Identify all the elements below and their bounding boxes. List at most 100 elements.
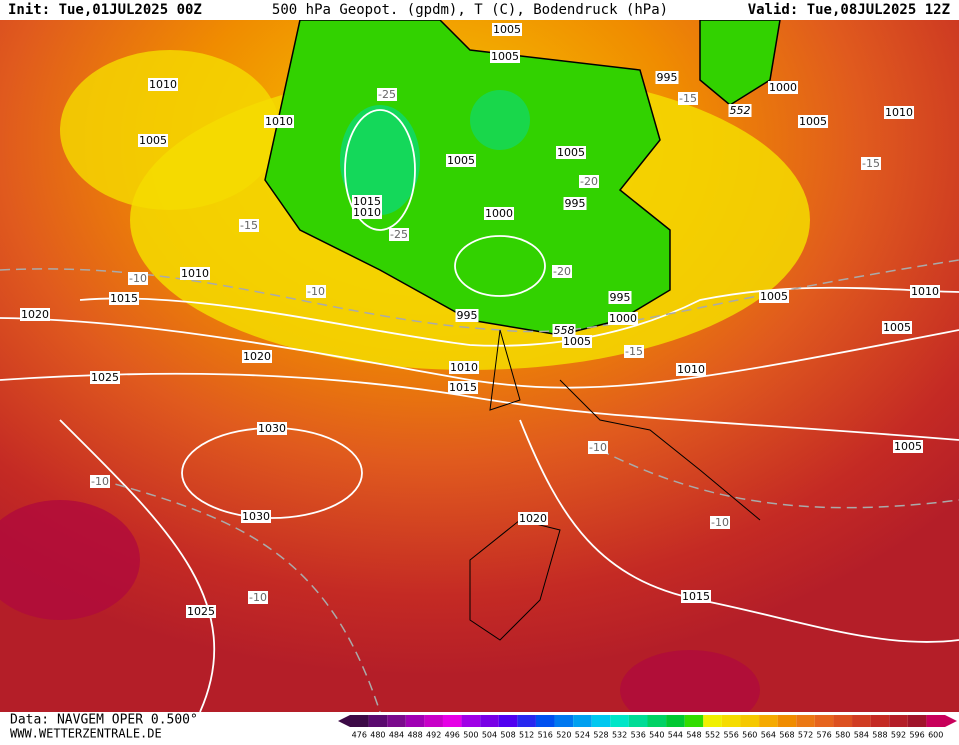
label-box — [257, 422, 287, 435]
label-text: 1020 — [21, 308, 49, 321]
legend-label: 600 — [928, 731, 943, 740]
color-legend: 476 480 484 488 492 496 500 504 508 512 516 520 524 5… — [338, 715, 957, 740]
legend-arrow-left — [338, 715, 350, 727]
label-box — [710, 516, 730, 529]
label-box — [492, 23, 522, 36]
label-text: 1015 — [353, 195, 381, 208]
legend-label: 596 — [909, 731, 924, 740]
legend-swatch — [591, 715, 611, 727]
label-box — [455, 309, 479, 322]
legend-swatch — [833, 715, 853, 727]
legend-swatch — [889, 715, 908, 727]
label-box — [264, 115, 294, 128]
label-box — [248, 591, 268, 604]
map-title: 500 hPa Geopot. (gpdm), T (C), Bodendruc… — [272, 2, 668, 18]
label-box — [20, 308, 50, 321]
label-text: 1010 — [181, 267, 209, 280]
label-text: 558 — [554, 324, 575, 337]
legend-arrow-right — [945, 715, 957, 727]
legend-label: 556 — [724, 731, 739, 740]
legend-swatch — [517, 715, 536, 727]
label-text: 1025 — [187, 605, 215, 618]
cold-core — [340, 105, 420, 215]
legend-label: 480 — [370, 731, 385, 740]
label-text: -10 — [91, 475, 109, 488]
label-text: 1030 — [242, 510, 270, 523]
label-box — [490, 50, 520, 63]
map-labels: 1010 1005 1010 1005 1005 995 1000 1005 1010 1005 1… — [20, 23, 940, 618]
label-text: 1010 — [450, 361, 478, 374]
legend-swatch — [740, 715, 760, 727]
legend-swatch — [870, 715, 890, 727]
label-text: -10 — [129, 272, 147, 285]
label-box — [239, 219, 259, 232]
label-box — [768, 81, 798, 94]
legend-swatch — [703, 715, 722, 727]
label-box — [352, 195, 382, 208]
legend-label: 576 — [817, 731, 832, 740]
legend-swatch — [573, 715, 592, 727]
label-box — [138, 134, 168, 147]
label-box — [352, 206, 382, 219]
label-box — [552, 324, 576, 337]
label-text: 995 — [657, 71, 678, 84]
label-box — [728, 104, 752, 117]
label-box — [90, 475, 110, 488]
legend-label: 508 — [500, 731, 515, 740]
legend-swatch — [852, 715, 871, 727]
label-box — [306, 285, 326, 298]
legend-label: 504 — [482, 731, 497, 740]
legend-label: 492 — [426, 731, 441, 740]
label-text: 1030 — [258, 422, 286, 435]
header-bar — [0, 0, 959, 20]
label-text: 1005 — [883, 321, 911, 334]
legend-label: 524 — [575, 731, 590, 740]
label-text: -10 — [307, 285, 325, 298]
legend-swatch — [424, 715, 443, 727]
legend-label: 544 — [668, 731, 683, 740]
label-box — [861, 157, 881, 170]
legend-swatch — [777, 715, 797, 727]
label-box — [608, 312, 638, 325]
label-text: 1020 — [243, 350, 271, 363]
label-text: 1015 — [682, 590, 710, 603]
label-text: 1015 — [449, 381, 477, 394]
label-text: 1005 — [139, 134, 167, 147]
legend-swatch — [498, 715, 518, 727]
label-box — [186, 605, 216, 618]
label-text: 552 — [730, 104, 751, 117]
legend-swatch — [796, 715, 815, 727]
legend-swatch — [666, 715, 685, 727]
label-text: 1005 — [894, 440, 922, 453]
legend-label: 568 — [779, 731, 794, 740]
label-text: 1010 — [911, 285, 939, 298]
label-box — [90, 371, 120, 384]
label-text: 1005 — [557, 146, 585, 159]
label-box — [128, 272, 148, 285]
label-box — [446, 154, 476, 167]
legend-label: 592 — [891, 731, 906, 740]
legend-swatch — [535, 715, 555, 727]
cold-core — [470, 90, 530, 150]
label-text: -25 — [390, 228, 408, 241]
label-text: 1000 — [609, 312, 637, 325]
legend-label: 564 — [761, 731, 776, 740]
label-text: -15 — [240, 219, 258, 232]
legend-label: 512 — [519, 731, 534, 740]
legend-swatch — [814, 715, 834, 727]
legend-swatch — [480, 715, 499, 727]
label-text: -10 — [249, 591, 267, 604]
legend-label: 572 — [798, 731, 813, 740]
legend-label: 532 — [612, 731, 627, 740]
legend-swatch — [907, 715, 927, 727]
label-text: -20 — [580, 175, 598, 188]
label-text: 1010 — [353, 206, 381, 219]
legend-label: 588 — [872, 731, 887, 740]
legend-swatch — [554, 715, 574, 727]
label-text: 1010 — [677, 363, 705, 376]
label-box — [518, 512, 548, 525]
label-text: 1015 — [110, 292, 138, 305]
label-text: 995 — [457, 309, 478, 322]
label-box — [556, 146, 586, 159]
